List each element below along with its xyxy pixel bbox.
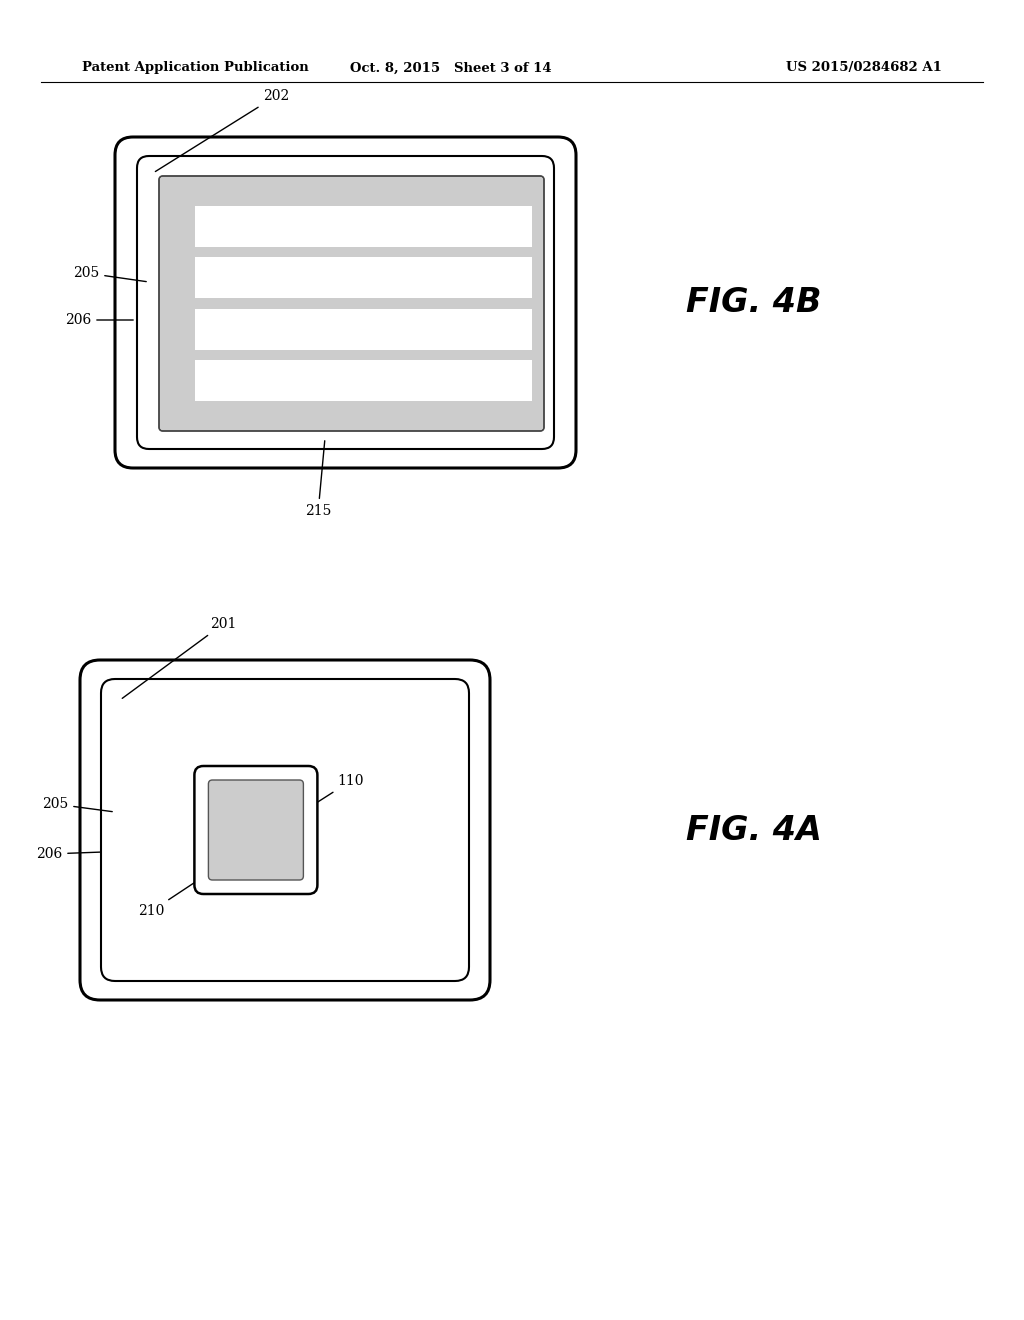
Bar [195, 206, 532, 247]
Text: Oct. 8, 2015   Sheet 3 of 14: Oct. 8, 2015 Sheet 3 of 14 [350, 62, 551, 74]
Text: Patent Application Publication: Patent Application Publication [82, 62, 308, 74]
FancyBboxPatch shape [195, 766, 317, 894]
Text: 205: 205 [42, 797, 113, 812]
Bar [195, 309, 532, 350]
Text: 206: 206 [65, 313, 133, 327]
Text: 210: 210 [138, 882, 196, 917]
Text: 206: 206 [36, 847, 100, 861]
Bar [195, 360, 532, 401]
FancyBboxPatch shape [101, 678, 469, 981]
Text: FIG. 4B: FIG. 4B [686, 285, 821, 318]
Text: 201: 201 [122, 616, 237, 698]
FancyBboxPatch shape [80, 660, 490, 1001]
Text: FIG. 4A: FIG. 4A [686, 813, 822, 846]
FancyBboxPatch shape [209, 780, 303, 880]
Text: 202: 202 [156, 88, 289, 172]
Text: 205: 205 [73, 267, 146, 281]
Bar [195, 257, 532, 298]
FancyBboxPatch shape [115, 137, 575, 469]
FancyBboxPatch shape [137, 156, 554, 449]
Text: 110: 110 [300, 774, 364, 813]
Text: US 2015/0284682 A1: US 2015/0284682 A1 [786, 62, 942, 74]
Text: 215: 215 [305, 441, 332, 517]
FancyBboxPatch shape [159, 176, 544, 432]
